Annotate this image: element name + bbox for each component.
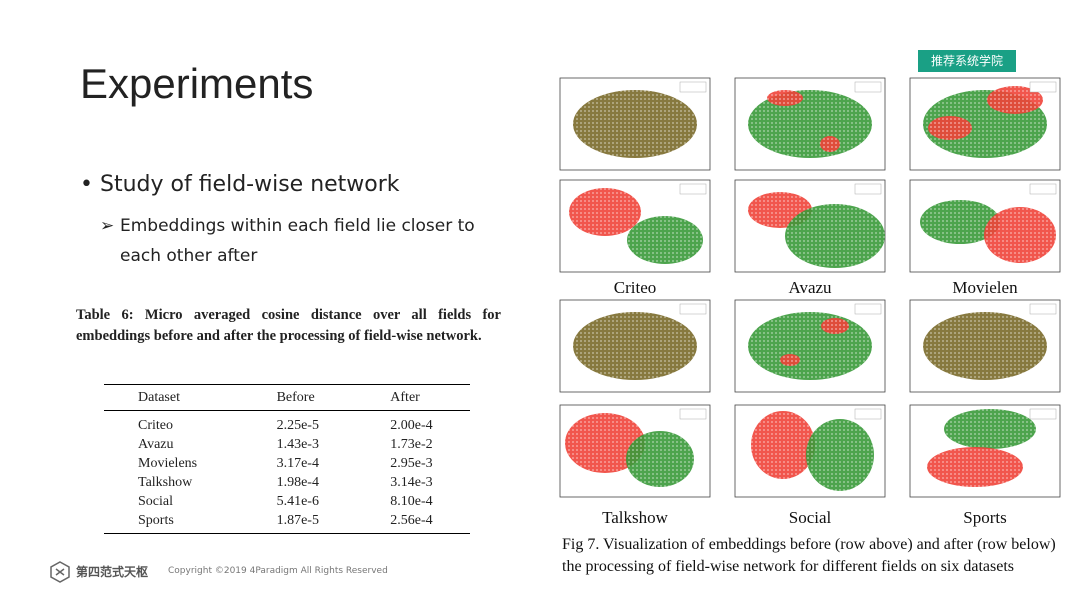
point-texture [573, 312, 697, 380]
table-cell: Sports [104, 511, 243, 534]
panel-legend [854, 408, 882, 420]
scatter-panel [559, 179, 711, 273]
panel-legend [679, 183, 707, 195]
table-row: Talkshow 1.98e-4 3.14e-3 [104, 473, 470, 492]
scatter-panel [909, 404, 1061, 498]
point-texture [821, 318, 849, 334]
panel-legend [1029, 81, 1057, 93]
table-row: Sports 1.87e-5 2.56e-4 [104, 511, 470, 534]
panel-legend [1029, 183, 1057, 195]
scatter-panel [734, 179, 886, 273]
scatter-panel [909, 179, 1061, 273]
point-texture [780, 354, 800, 366]
point-texture [806, 419, 874, 491]
table-row: Movielens 3.17e-4 2.95e-3 [104, 454, 470, 473]
scatter-panel [909, 77, 1061, 171]
table-cell: 2.56e-4 [356, 511, 470, 534]
figure-caption: Fig 7. Visualization of embeddings befor… [562, 536, 1056, 575]
table-caption: Table 6: Micro averaged cosine distance … [76, 307, 501, 344]
point-texture [923, 312, 1047, 380]
scatter-panel [559, 299, 711, 393]
figure-label: Social [788, 508, 832, 527]
table-cell: 1.87e-5 [242, 511, 357, 534]
panel-legend [854, 303, 882, 315]
point-texture [984, 207, 1056, 263]
bullet: • Study of field-wise network [80, 172, 400, 197]
copyright: Copyright ©2019 4Paradigm All Rights Res… [168, 566, 388, 576]
point-texture [920, 200, 1000, 244]
point-texture [944, 409, 1036, 449]
bullet-text: Study of field-wise network [99, 172, 400, 197]
point-texture [927, 447, 1023, 487]
figure-label: Avazu [788, 278, 832, 297]
table: Dataset Before After Criteo 2.25e-5 2.00e-4 Av… [104, 384, 470, 534]
table-header-cell: Before [242, 384, 357, 411]
scatter-panel [909, 299, 1061, 393]
table-cell: 1.98e-4 [276, 475, 319, 490]
figure [559, 77, 1061, 498]
point-texture [751, 411, 815, 479]
table-header-cell: After [356, 384, 470, 411]
point-texture [785, 204, 885, 268]
table-cell: 1.73e-2 [390, 437, 433, 452]
point-texture [748, 90, 872, 158]
scatter-panel [559, 404, 711, 498]
table-cell: Talkshow [138, 475, 193, 490]
panel-legend [854, 81, 882, 93]
figure-label: Criteo [613, 278, 657, 297]
point-texture [569, 188, 641, 236]
point-texture [627, 216, 703, 264]
table-cell: 8.10e-4 [390, 494, 433, 509]
slide-title: Experiments [80, 60, 314, 107]
point-texture [928, 116, 972, 140]
panel-legend [854, 183, 882, 195]
point-texture [767, 90, 803, 106]
panel-legend [1029, 303, 1057, 315]
scatter-panel [734, 77, 886, 171]
point-texture [987, 86, 1043, 114]
table-cell: 3.14e-3 [390, 475, 433, 490]
watermark: 推荐系统学院 [918, 50, 1016, 72]
table-header-cell: Dataset [104, 384, 243, 411]
table-cell: Social [138, 494, 173, 509]
scatter-panel [734, 299, 886, 393]
table-cell: Criteo [138, 418, 173, 433]
logo-text: 第四范式天枢 [76, 565, 149, 579]
logo-icon [50, 561, 70, 583]
figure-label: Sports [963, 508, 1007, 527]
scatter-panel [734, 404, 886, 498]
table-cell: 1.43e-3 [276, 437, 319, 452]
table-cell: Movielens [138, 456, 198, 471]
point-texture [748, 312, 872, 380]
panel-legend [679, 81, 707, 93]
sub-bullet: ➢ Embeddings within each field lie closer… [100, 216, 475, 266]
table-cell: 2.00e-4 [390, 418, 433, 433]
table-row: Criteo 2.25e-5 2.00e-4 [104, 411, 470, 436]
table-cell: 2.95e-3 [390, 456, 433, 471]
scatter-panel [559, 77, 711, 171]
table-cell: Avazu [138, 437, 174, 452]
sub-bullet-text: Embeddings within each field lie closer … [120, 216, 475, 266]
point-texture [565, 413, 645, 473]
panel-legend [679, 303, 707, 315]
table-cell: 2.25e-5 [276, 418, 319, 433]
table-cell: 3.17e-4 [276, 456, 319, 471]
point-texture [573, 90, 697, 158]
table-cell: 5.41e-6 [276, 494, 319, 509]
point-texture [820, 136, 840, 152]
point-texture [626, 431, 694, 487]
panel-legend [1029, 408, 1057, 420]
table-row: Avazu 1.43e-3 1.73e-2 [104, 435, 470, 454]
figure-label: Movielen [952, 278, 1018, 297]
table-row: Social 5.41e-6 8.10e-4 [104, 492, 470, 511]
panel-legend [679, 408, 707, 420]
figure-label: Talkshow [602, 508, 668, 527]
